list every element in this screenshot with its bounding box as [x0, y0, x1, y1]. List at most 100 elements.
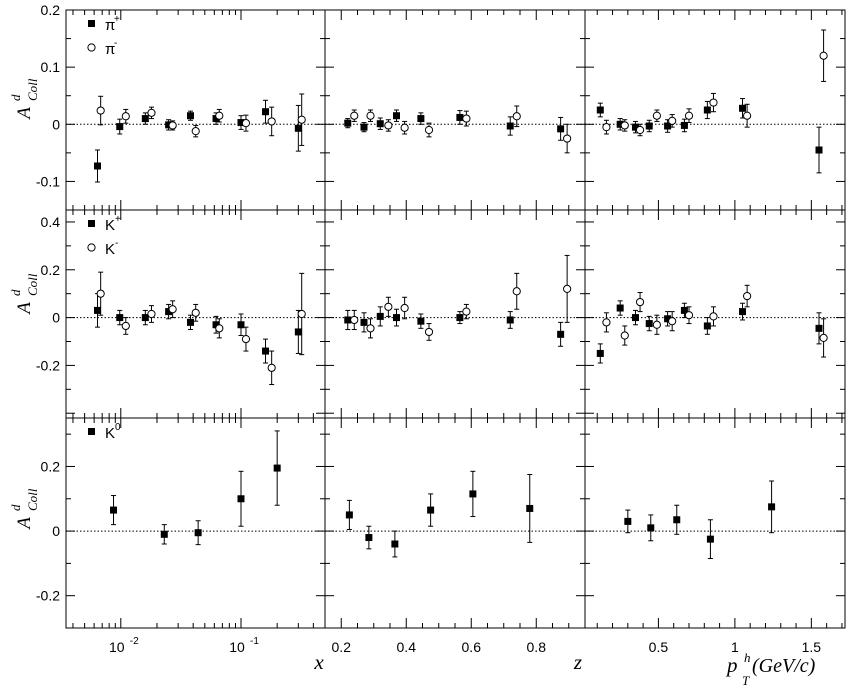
data-point	[365, 534, 373, 542]
data-point	[631, 314, 639, 322]
data-point	[645, 122, 653, 130]
legend-marker	[87, 243, 96, 252]
pt-axis-title-main: p	[725, 653, 738, 677]
series-π+	[94, 99, 302, 183]
data-point	[400, 303, 409, 313]
panel-frame	[584, 9, 846, 211]
data-point	[652, 111, 661, 120]
data-point	[237, 119, 245, 127]
data-point	[680, 121, 688, 129]
data-point	[709, 98, 718, 107]
x-tick-label-exponent: -2	[130, 636, 139, 647]
data-point	[620, 331, 629, 340]
y-axis-title: Ad Coll	[8, 78, 40, 121]
data-point	[616, 120, 624, 128]
data-point	[645, 320, 653, 328]
data-point	[121, 112, 130, 121]
series-π-	[602, 29, 828, 137]
data-point	[168, 121, 177, 130]
data-point	[768, 503, 776, 511]
legend-label-sup: 0	[115, 422, 121, 433]
data-point	[376, 120, 384, 128]
y-tick-label: 0	[52, 310, 60, 326]
x-tick-label: 1	[731, 639, 739, 655]
data-point	[110, 506, 118, 514]
data-point	[706, 535, 714, 543]
data-point	[417, 317, 425, 325]
data-point	[557, 125, 565, 133]
y-tick-label: -0.2	[36, 588, 60, 604]
series-π-	[96, 93, 306, 146]
data-point	[94, 306, 102, 314]
data-point	[141, 115, 149, 123]
y-axis-title-sub: Coll	[25, 78, 40, 101]
series-K+	[344, 306, 565, 347]
pt-axis-title-unit: (GeV/c)	[752, 655, 816, 677]
x-axis-title: x	[313, 650, 324, 674]
series-K0	[624, 480, 776, 560]
legend-marker	[87, 43, 96, 52]
panel-r2-c0: -0.200.210 -2 10 -1K 0	[36, 417, 326, 655]
data-point	[165, 308, 173, 316]
panel-r0-c2	[584, 9, 846, 211]
legend-label: π	[105, 41, 115, 58]
data-point	[526, 504, 534, 512]
data-point	[212, 321, 220, 329]
data-point	[456, 113, 464, 121]
x-tick-label-exponent: -1	[250, 636, 259, 647]
data-point	[400, 123, 409, 132]
data-point	[294, 328, 302, 336]
data-point	[664, 122, 672, 130]
legend-entry: π+	[88, 14, 120, 34]
data-point	[384, 302, 393, 311]
data-point	[94, 162, 102, 170]
data-point	[512, 287, 521, 296]
data-point	[680, 306, 688, 314]
y-axis-title-sub: Coll	[25, 273, 40, 296]
legend-label-sup: +	[114, 14, 120, 25]
data-point	[739, 308, 747, 316]
x-tick-label: 1.5	[802, 639, 822, 655]
data-point	[673, 516, 681, 524]
data-point	[191, 308, 200, 317]
data-point	[743, 111, 752, 120]
data-point	[360, 318, 368, 326]
panel-r0-c1	[324, 9, 586, 211]
data-point	[739, 104, 747, 112]
data-point	[393, 314, 400, 322]
data-point	[684, 311, 694, 320]
legend-entry: π-	[87, 38, 117, 58]
data-point	[273, 464, 281, 472]
panel-r0-c0: -0.100.10.2π+π-	[36, 2, 326, 211]
data-point	[427, 506, 435, 514]
data-point	[743, 291, 752, 301]
y-tick-label: 0.2	[41, 262, 61, 278]
legend-marker	[88, 220, 95, 227]
z-axis-title: z	[573, 650, 582, 674]
series-K-	[350, 254, 572, 341]
data-point	[815, 146, 823, 154]
pt-axis-title-sup: h	[744, 650, 751, 665]
data-point	[596, 106, 604, 114]
y-axis-title: Ad Coll	[8, 488, 40, 531]
data-point	[147, 309, 156, 319]
x-tick-label: 10	[229, 639, 245, 655]
data-point	[393, 112, 400, 120]
data-point	[215, 111, 224, 120]
data-point	[456, 314, 464, 322]
legend-label-sup: -	[114, 38, 117, 49]
series-K0	[345, 470, 534, 558]
series-π+	[344, 109, 565, 141]
panel-r1-c2	[584, 209, 846, 419]
panel-r2-c2: 0.5 1 1.5	[584, 417, 846, 655]
y-axis-title-main: A	[14, 107, 35, 121]
data-point	[360, 123, 368, 131]
y-axis-title-sup: d	[8, 289, 23, 296]
data-point	[819, 51, 828, 60]
series-π+	[596, 98, 823, 174]
y-tick-label: 0.2	[41, 458, 61, 474]
legend-entry: K +	[88, 214, 121, 234]
data-point	[267, 117, 276, 126]
y-tick-label: 0.2	[41, 2, 61, 18]
